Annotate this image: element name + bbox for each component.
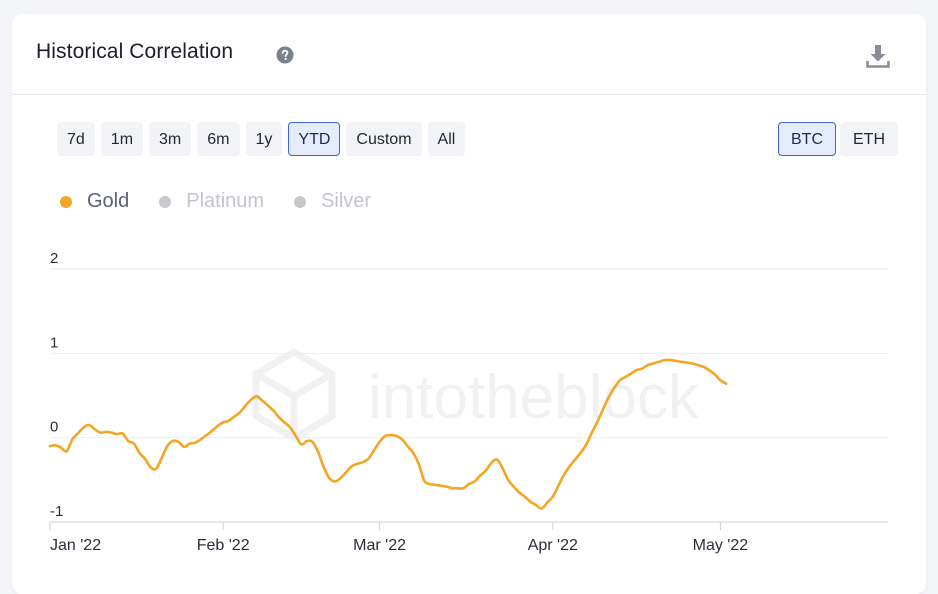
series-lines <box>48 358 728 510</box>
watermark-text: intotheblock <box>368 363 700 432</box>
chart-legend: Gold Platinum Silver <box>60 190 401 213</box>
x-axis-ticks: Jan '22 Feb '22 Mar '22 Apr '22 May '22 <box>49 521 888 554</box>
range-button-6m[interactable]: 6m <box>197 122 240 156</box>
x-tick-label-1: Feb '22 <box>197 537 250 554</box>
y-axis-ticks: 2 1 0 -1 <box>50 250 63 520</box>
x-tick-label-2: Mar '22 <box>353 537 406 554</box>
series-line-gold <box>48 358 728 510</box>
y-tick-label-2: 0 <box>50 419 58 436</box>
range-button-ytd[interactable]: YTD <box>288 122 341 156</box>
range-button-1y[interactable]: 1y <box>245 122 283 156</box>
card-title: Historical Correlation <box>36 40 234 63</box>
legend-item-platinum[interactable]: Platinum <box>159 190 264 213</box>
y-tick-label-0: 2 <box>50 250 58 267</box>
x-tick-label-4: May '22 <box>693 537 749 554</box>
range-button-1m[interactable]: 1m <box>100 122 144 156</box>
x-tick-label-0: Jan '22 <box>50 537 101 554</box>
watermark-logo-icon <box>252 347 336 443</box>
y-tick-label-3: -1 <box>50 503 63 520</box>
legend-label-gold: Gold <box>87 190 130 212</box>
legend-label-platinum: Platinum <box>186 190 265 212</box>
range-button-7d[interactable]: 7d <box>57 122 95 156</box>
asset-button-eth[interactable]: ETH <box>840 122 898 156</box>
legend-item-silver[interactable]: Silver <box>294 190 371 213</box>
time-range-selector: 7d 1m 3m 6m 1y YTD Custom All <box>57 122 466 156</box>
download-icon[interactable] <box>864 42 892 70</box>
legend-label-silver: Silver <box>321 190 372 212</box>
watermark: intotheblock <box>252 347 700 443</box>
legend-dot-gold <box>60 195 72 208</box>
asset-selector: BTC ETH <box>778 122 898 156</box>
legend-item-gold[interactable]: Gold <box>60 190 129 213</box>
x-tick-label-3: Apr '22 <box>528 537 578 554</box>
historical-correlation-card: Historical Correlation 7d 1m 3m 6m 1y YT… <box>12 14 926 594</box>
range-button-3m[interactable]: 3m <box>149 122 192 156</box>
asset-button-btc[interactable]: BTC <box>778 122 836 156</box>
legend-dot-platinum <box>159 195 172 208</box>
question-circle-icon[interactable] <box>276 46 294 64</box>
range-button-custom[interactable]: Custom <box>346 122 422 156</box>
correlation-chart: intotheblock 2 1 0 -1 Jan '22 Feb '22 Mar '22… <box>48 250 888 554</box>
y-tick-label-1: 1 <box>50 334 58 351</box>
range-button-all[interactable]: All <box>427 122 466 156</box>
legend-dot-silver <box>294 195 307 208</box>
card-header: Historical Correlation <box>12 14 926 95</box>
